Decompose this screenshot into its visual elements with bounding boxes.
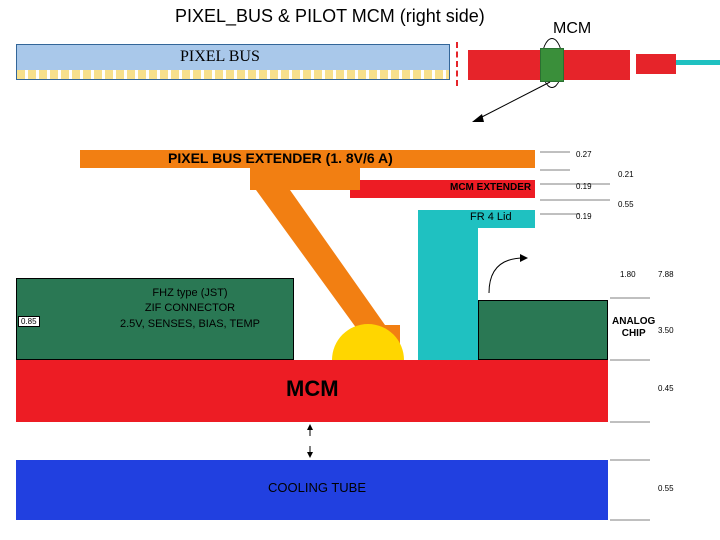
curve-arrow xyxy=(484,248,544,298)
pixel-bus-label: PIXEL BUS xyxy=(180,48,260,66)
teal-wire xyxy=(676,60,720,65)
mcm-arrow xyxy=(466,76,556,126)
fhz-text: FHZ type (JST) ZIF CONNECTOR 2.5V, SENSE… xyxy=(120,286,260,332)
cooling-tube-label: COOLING TUBE xyxy=(268,480,366,495)
gap-arrows xyxy=(290,424,330,458)
mcm-extender-label: MCM EXTENDER xyxy=(450,182,531,193)
top-red-small xyxy=(636,54,676,74)
mcm-main-label: MCM xyxy=(286,376,339,402)
mcm-top-label: MCM xyxy=(553,20,591,38)
fhz-line3: 2.5V, SENSES, BIAS, TEMP xyxy=(120,317,260,332)
pixel-bus-blocks xyxy=(16,70,450,80)
dim-11: 0.85 xyxy=(18,316,40,327)
fhz-line2: ZIF CONNECTOR xyxy=(120,301,260,316)
dashed-divider xyxy=(456,42,458,86)
page-title: PIXEL_BUS & PILOT MCM (right side) xyxy=(175,6,485,27)
dim-ticks xyxy=(540,148,670,528)
extender-label: PIXEL BUS EXTENDER (1. 8V/6 A) xyxy=(168,150,393,166)
teal-vertical xyxy=(418,228,478,360)
fhz-line1: FHZ type (JST) xyxy=(120,286,260,301)
fr4-lid-label: FR 4 Lid xyxy=(470,211,512,223)
